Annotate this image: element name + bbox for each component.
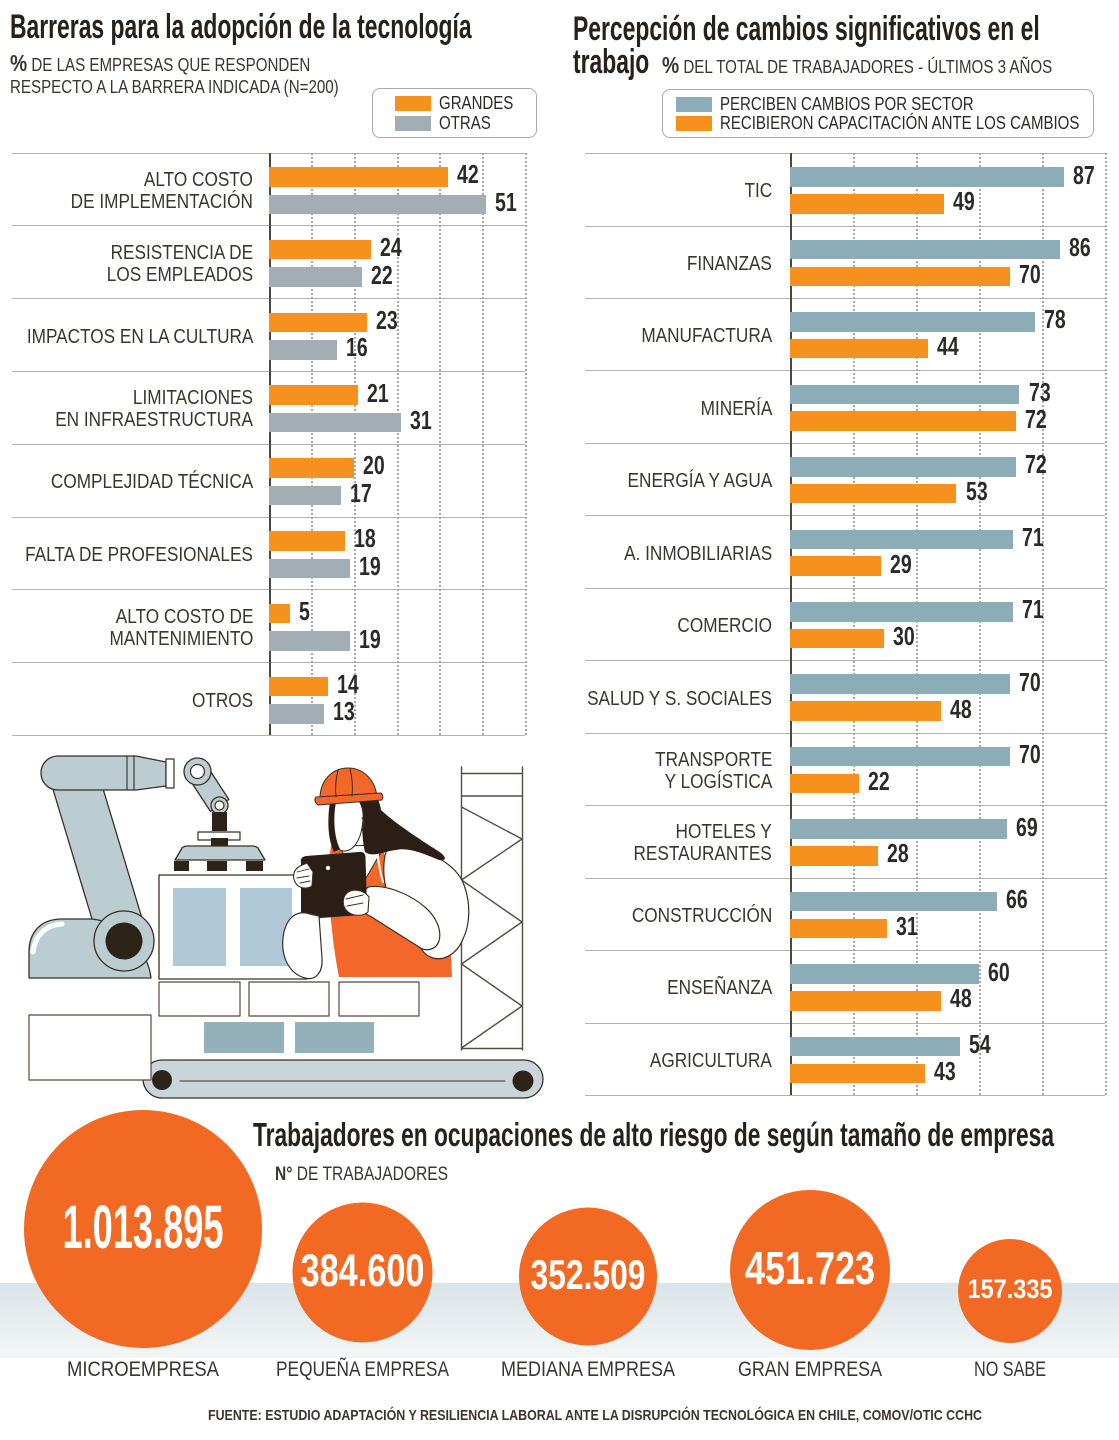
svg-text:N° DE TRABAJADORES: N° DE TRABAJADORES	[275, 1164, 448, 1185]
svg-text:MEDIANA EMPRESA: MEDIANA EMPRESA	[501, 1358, 675, 1381]
svg-text:157.335: 157.335	[968, 1274, 1053, 1304]
svg-text:Trabajadores en ocupaciones de: Trabajadores en ocupaciones de alto ries…	[253, 1116, 1054, 1153]
svg-text:384.600: 384.600	[301, 1245, 425, 1296]
svg-text:1.013.895: 1.013.895	[63, 1193, 224, 1261]
svg-text:451.723: 451.723	[745, 1242, 875, 1294]
svg-text:FUENTE: ESTUDIO ADAPTACIÓN Y R: FUENTE: ESTUDIO ADAPTACIÓN Y RESILIENCIA…	[208, 1406, 982, 1424]
svg-text:MICROEMPRESA: MICROEMPRESA	[67, 1358, 219, 1381]
svg-text:GRAN EMPRESA: GRAN EMPRESA	[738, 1358, 882, 1381]
svg-text:NO SABE: NO SABE	[974, 1358, 1046, 1381]
svg-text:PEQUEÑA EMPRESA: PEQUEÑA EMPRESA	[276, 1357, 449, 1381]
svg-text:352.509: 352.509	[531, 1251, 646, 1298]
